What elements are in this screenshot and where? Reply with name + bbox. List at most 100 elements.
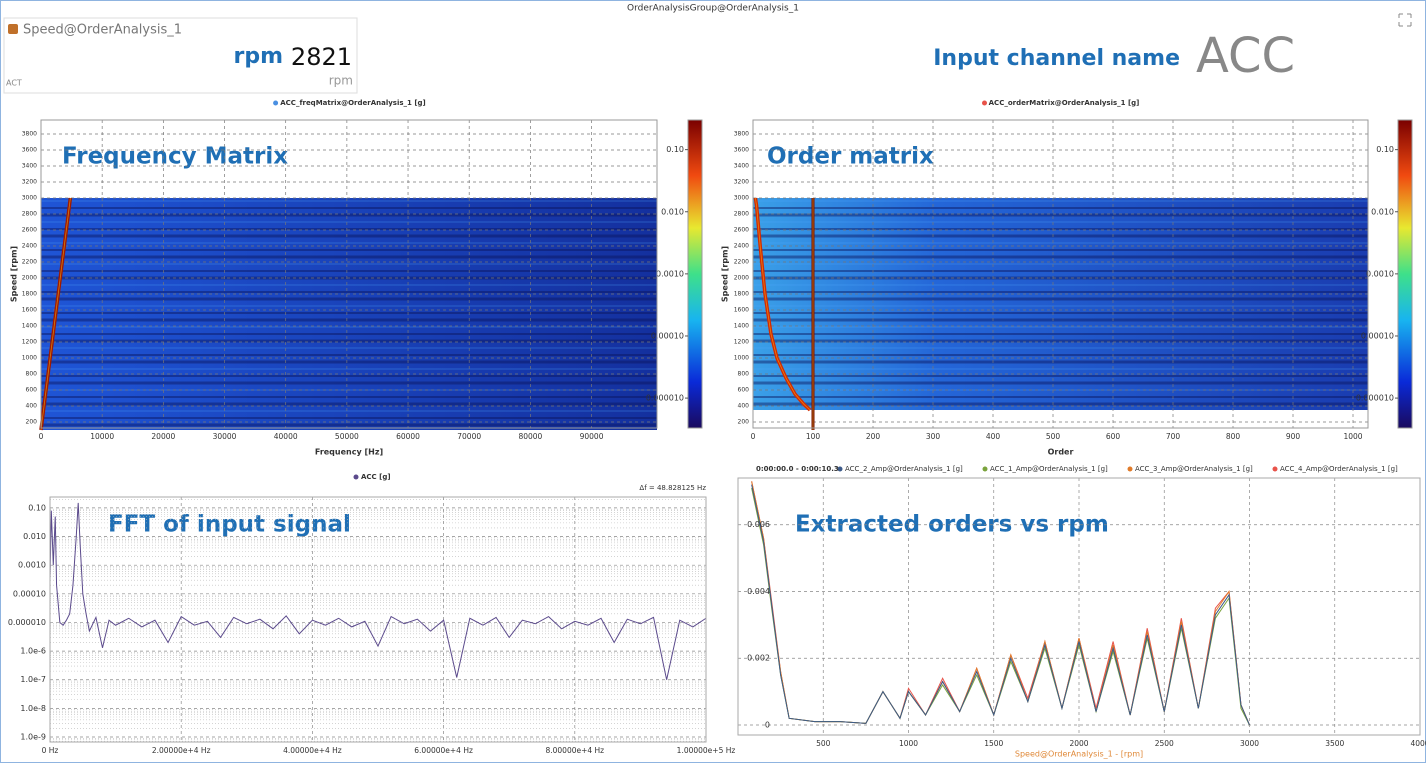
x-tick-label: 500 (1046, 432, 1061, 441)
y-tick-label: 2200 (734, 259, 749, 266)
x-axis-label: Speed@OrderAnalysis_1 - [rpm] (1015, 750, 1143, 759)
x-tick-label: 2.00000e+4 Hz (152, 746, 211, 755)
x-tick-label: 20000 (151, 432, 175, 441)
colorbar (687, 119, 703, 429)
colorbar-tick-label: 0.000010 (1356, 394, 1394, 403)
x-tick-label: 2500 (1155, 739, 1174, 748)
plot-frame (40, 119, 658, 429)
y-tick-label: 1.0e-9 (20, 733, 46, 742)
y-tick-label: 0.002 (747, 654, 770, 663)
y-tick-label: 1200 (734, 339, 749, 346)
x-tick-label: 2000 (1069, 739, 1088, 748)
y-axis-label: Speed [rpm] (10, 246, 19, 302)
chart-panel: ACC [g] Δf = 48.828125 Hz 0 Hz 2.00000e+4 H… (8, 473, 736, 755)
legend-dot (982, 100, 987, 106)
legend-dot (273, 100, 279, 106)
y-tick-label: 3200 (22, 179, 37, 186)
y-tick-label: 0.00010 (13, 589, 46, 598)
annotation: Frequency Matrix (62, 144, 288, 170)
speed-value: 2821 (291, 43, 352, 71)
y-tick-label: 2800 (734, 211, 749, 218)
y-tick-label: 0 (765, 720, 770, 729)
x-tick-label: 4.00000e+4 Hz (283, 746, 342, 755)
x-tick-label: 1.00000e+5 Hz (677, 746, 736, 755)
y-tick-label: 2000 (22, 275, 37, 282)
ridge-core (40, 197, 71, 431)
colorbar-tick-label: 0.10 (666, 145, 684, 154)
x-tick-label: 900 (1286, 432, 1301, 441)
heatmap-field (753, 198, 1368, 410)
colorbar-tick-label: 0.0010 (1366, 269, 1394, 278)
legend-label: ACC_freqMatrix@OrderAnalysis_1 [g] (280, 99, 426, 107)
legend-label: ACC_3_Amp@OrderAnalysis_1 [g] (1135, 465, 1253, 473)
legend-label: ACC_orderMatrix@OrderAnalysis_1 [g] (989, 99, 1140, 107)
y-tick-label: 1000 (734, 355, 749, 362)
legend-dot (353, 474, 359, 480)
speed-unit: rpm (329, 74, 353, 88)
legend-dot (982, 466, 988, 472)
series-line (751, 484, 1250, 726)
annotation: Order matrix (767, 144, 934, 170)
x-tick-label: 90000 (580, 432, 604, 441)
y-tick-label: 1600 (734, 307, 749, 314)
y-tick-label: 2400 (734, 243, 749, 250)
x-tick-label: 800 (1226, 432, 1241, 441)
y-tick-label: 3800 (22, 131, 37, 138)
channel-label: Input channel name (933, 46, 1180, 71)
y-tick-label: 3000 (734, 195, 749, 202)
x-tick-label: 40000 (274, 432, 298, 441)
x-tick-label: 30000 (213, 432, 237, 441)
x-tick-label: 4000 (1410, 739, 1426, 748)
x-tick-label: 3000 (1240, 739, 1259, 748)
x-tick-label: 60000 (396, 432, 420, 441)
window-title: OrderAnalysisGroup@OrderAnalysis_1 (627, 4, 799, 14)
resolution-label: Δf = 48.828125 Hz (639, 484, 706, 492)
x-tick-label: 0 (751, 432, 756, 441)
plot-frame (752, 119, 1369, 429)
y-tick-label: 3200 (734, 179, 749, 186)
chart-panel: 0.10 0.010 0.0010 0.00010 0.000010 ACC_orderM… (721, 99, 1413, 457)
expand-button[interactable] (1398, 13, 1412, 27)
y-tick-label: 1.0e-6 (20, 647, 46, 656)
speed-widget: Speed@OrderAnalysis_1 rpm 2821 rpm ACT (3, 17, 358, 94)
x-tick-label: 100 (806, 432, 821, 441)
y-tick-label: 1800 (734, 291, 749, 298)
time-range: 0:00:00.0 - 0:00:10.3 (756, 465, 839, 473)
x-tick-label: 50000 (335, 432, 359, 441)
x-tick-label: 0 (39, 432, 44, 441)
widget-icon (8, 24, 18, 34)
y-tick-label: 3400 (734, 163, 749, 170)
y-tick-label: 1000 (22, 355, 37, 362)
y-tick-label: 3800 (734, 131, 749, 138)
ridge-core (755, 197, 811, 411)
widget-frame (3, 17, 358, 94)
unit-label: rpm (233, 44, 283, 69)
colorbar-tick-label: 0.010 (1371, 207, 1394, 216)
y-tick-label: 200 (738, 419, 750, 426)
x-tick-label: 500 (816, 739, 831, 748)
colorbar-tick-label: 0.00010 (651, 331, 684, 340)
y-tick-label: 600 (738, 387, 750, 394)
y-tick-label: 1600 (22, 307, 37, 314)
y-tick-label: 400 (26, 403, 38, 410)
x-tick-label: 200 (866, 432, 881, 441)
y-tick-label: 3400 (22, 163, 37, 170)
x-tick-label: 70000 (457, 432, 481, 441)
colorbar-tick-label: 0.0010 (656, 269, 684, 278)
chart-panel: ACC_2_Amp@OrderAnalysis_1 [g] ACC_1_Amp@O… (737, 465, 1426, 759)
y-tick-label: 3000 (22, 195, 37, 202)
legend-dot (1272, 466, 1278, 472)
legend-label: ACC_2_Amp@OrderAnalysis_1 [g] (845, 465, 963, 473)
y-tick-label: 0.004 (747, 587, 770, 596)
colorbar (1397, 119, 1413, 429)
heatmap-field (41, 198, 657, 430)
y-tick-label: 2000 (734, 275, 749, 282)
legend-dot (1127, 466, 1133, 472)
x-axis-label: Frequency [Hz] (315, 448, 383, 457)
series-line (49, 502, 707, 680)
legend-dot (837, 466, 843, 472)
x-tick-label: 1500 (984, 739, 1003, 748)
y-tick-label: 800 (738, 371, 750, 378)
y-tick-label: 400 (738, 403, 750, 410)
